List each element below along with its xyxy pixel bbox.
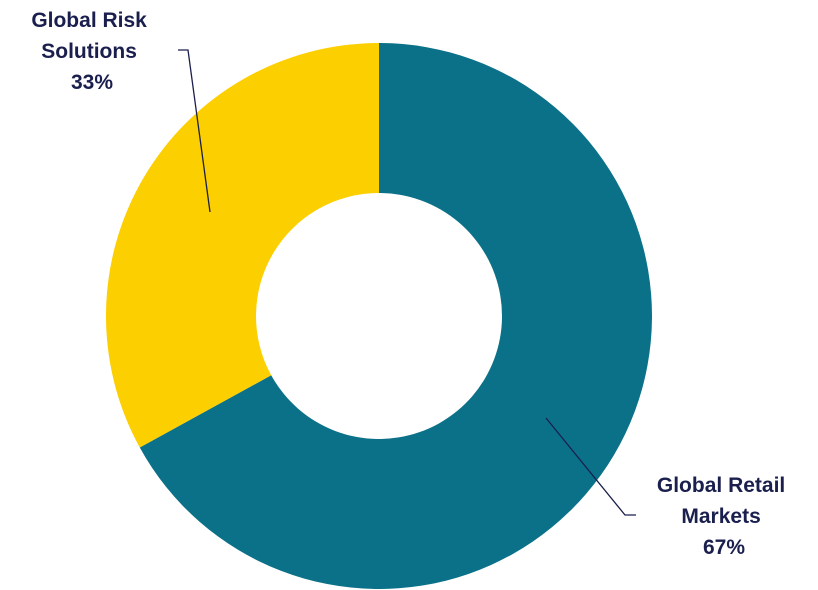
label-global-retail-markets-line2: Markets	[681, 505, 760, 528]
leader-global-retail-markets	[545, 417, 636, 516]
label-global-risk-solutions-line2: Solutions	[41, 40, 137, 63]
leader-lines	[178, 49, 636, 516]
label-global-retail-markets-value: 67%	[703, 536, 745, 559]
label-global-retail-markets: Global Retail Markets 67%	[657, 474, 791, 559]
slice-global-retail-markets	[139, 43, 653, 589]
label-global-retail-markets-line1: Global Retail	[657, 474, 785, 497]
label-global-risk-solutions: Global Risk Solutions 33%	[31, 9, 152, 94]
slice-global-risk-solutions	[106, 43, 379, 448]
donut-slices	[106, 43, 653, 589]
label-global-risk-solutions-line1: Global Risk	[31, 9, 147, 32]
label-global-risk-solutions-value: 33%	[71, 71, 113, 94]
leader-global-risk-solutions	[178, 49, 211, 213]
